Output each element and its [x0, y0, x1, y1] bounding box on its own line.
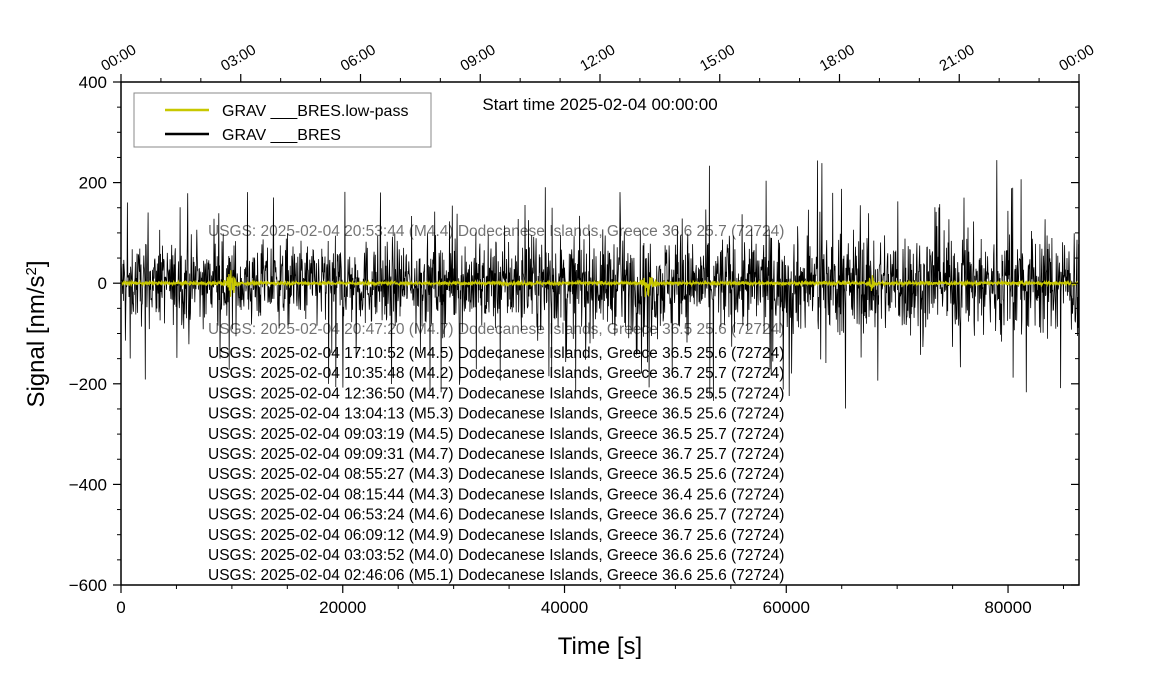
y-axis-title-main: Signal [nm/s	[23, 275, 50, 407]
y-axis: 400 200 0 −200 −400 −600	[69, 73, 1079, 595]
y-tick-label: −600	[69, 576, 107, 595]
top-tick-label: 21:00	[936, 41, 977, 74]
event-label: USGS: 2025-02-04 10:35:48 (M4.2) Dodecan…	[208, 365, 784, 382]
y-tick-label: −400	[69, 475, 107, 494]
legend-label-raw: GRAV ___BRES	[222, 127, 341, 144]
event-label: USGS: 2025-02-04 17:10:52 (M4.5) Dodecan…	[208, 345, 784, 362]
start-time-label: Start time 2025-02-04 00:00:00	[482, 95, 717, 114]
event-label: USGS: 2025-02-04 20:47:20 (M4.7) Dodecan…	[208, 321, 784, 338]
event-label: USGS: 2025-02-04 03:03:52 (M4.0) Dodecan…	[208, 547, 784, 564]
event-label: USGS: 2025-02-04 08:15:44 (M4.3) Dodecan…	[208, 486, 784, 503]
y-tick-label: 200	[79, 174, 107, 193]
top-tick-label: 00:00	[1056, 41, 1097, 74]
raw-signal-line	[121, 160, 1079, 409]
event-label: USGS: 2025-02-04 08:55:27 (M4.3) Dodecan…	[208, 466, 784, 483]
top-tick-label: 09:00	[457, 41, 498, 74]
top-time-axis: 00:00 03:00 06:00 09:00 12:00 15:00 18:00 21:00…	[98, 41, 1097, 82]
x-tick-label: 40000	[541, 598, 588, 617]
event-label: USGS: 2025-02-04 02:46:06 (M5.1) Dodecan…	[208, 567, 784, 584]
x-tick-label: 0	[116, 598, 125, 617]
top-tick-label: 15:00	[697, 41, 738, 74]
event-label: USGS: 2025-02-04 09:09:31 (M4.7) Dodecan…	[208, 446, 784, 463]
y-tick-label: −200	[69, 375, 107, 394]
top-tick-label: 00:00	[98, 41, 139, 74]
top-tick-label: 03:00	[218, 41, 259, 74]
y-axis-title-sup: 2	[23, 267, 40, 275]
y-axis-title-close: ]	[23, 260, 50, 267]
event-label: USGS: 2025-02-04 06:09:12 (M4.9) Dodecan…	[208, 527, 784, 544]
series-low-pass-signal	[121, 270, 1079, 298]
event-label: USGS: 2025-02-04 06:53:24 (M4.6) Dodecan…	[208, 507, 784, 524]
event-label: USGS: 2025-02-04 12:36:50 (M4.7) Dodecan…	[208, 385, 784, 402]
legend: GRAV ___BRES.low-pass GRAV ___BRES	[133, 92, 432, 148]
series-raw-signal	[121, 160, 1079, 409]
event-label: USGS: 2025-02-04 09:03:19 (M4.5) Dodecan…	[208, 426, 784, 443]
event-label: USGS: 2025-02-04 20:53:44 (M4.4) Dodecan…	[208, 223, 784, 240]
event-labels: USGS: 2025-02-04 20:53:44 (M4.4) Dodecan…	[208, 223, 784, 584]
x-axis: 0 20000 40000 60000 80000	[116, 585, 1064, 617]
low-pass-signal-line	[121, 270, 1079, 298]
x-tick-label: 60000	[763, 598, 810, 617]
x-tick-label: 80000	[984, 598, 1031, 617]
y-tick-label: 0	[98, 274, 107, 293]
top-tick-label: 18:00	[817, 41, 858, 74]
y-tick-label: 400	[79, 73, 107, 92]
x-tick-label: 20000	[319, 598, 366, 617]
top-tick-label: 06:00	[338, 41, 379, 74]
x-axis-title: Time [s]	[558, 633, 642, 660]
legend-box	[133, 92, 432, 148]
top-tick-label: 12:00	[577, 41, 618, 74]
event-label: USGS: 2025-02-04 13:04:13 (M5.3) Dodecan…	[208, 406, 784, 423]
legend-label-low-pass: GRAV ___BRES.low-pass	[222, 103, 408, 120]
y-axis-title: Signal [nm/s2]	[23, 260, 50, 407]
